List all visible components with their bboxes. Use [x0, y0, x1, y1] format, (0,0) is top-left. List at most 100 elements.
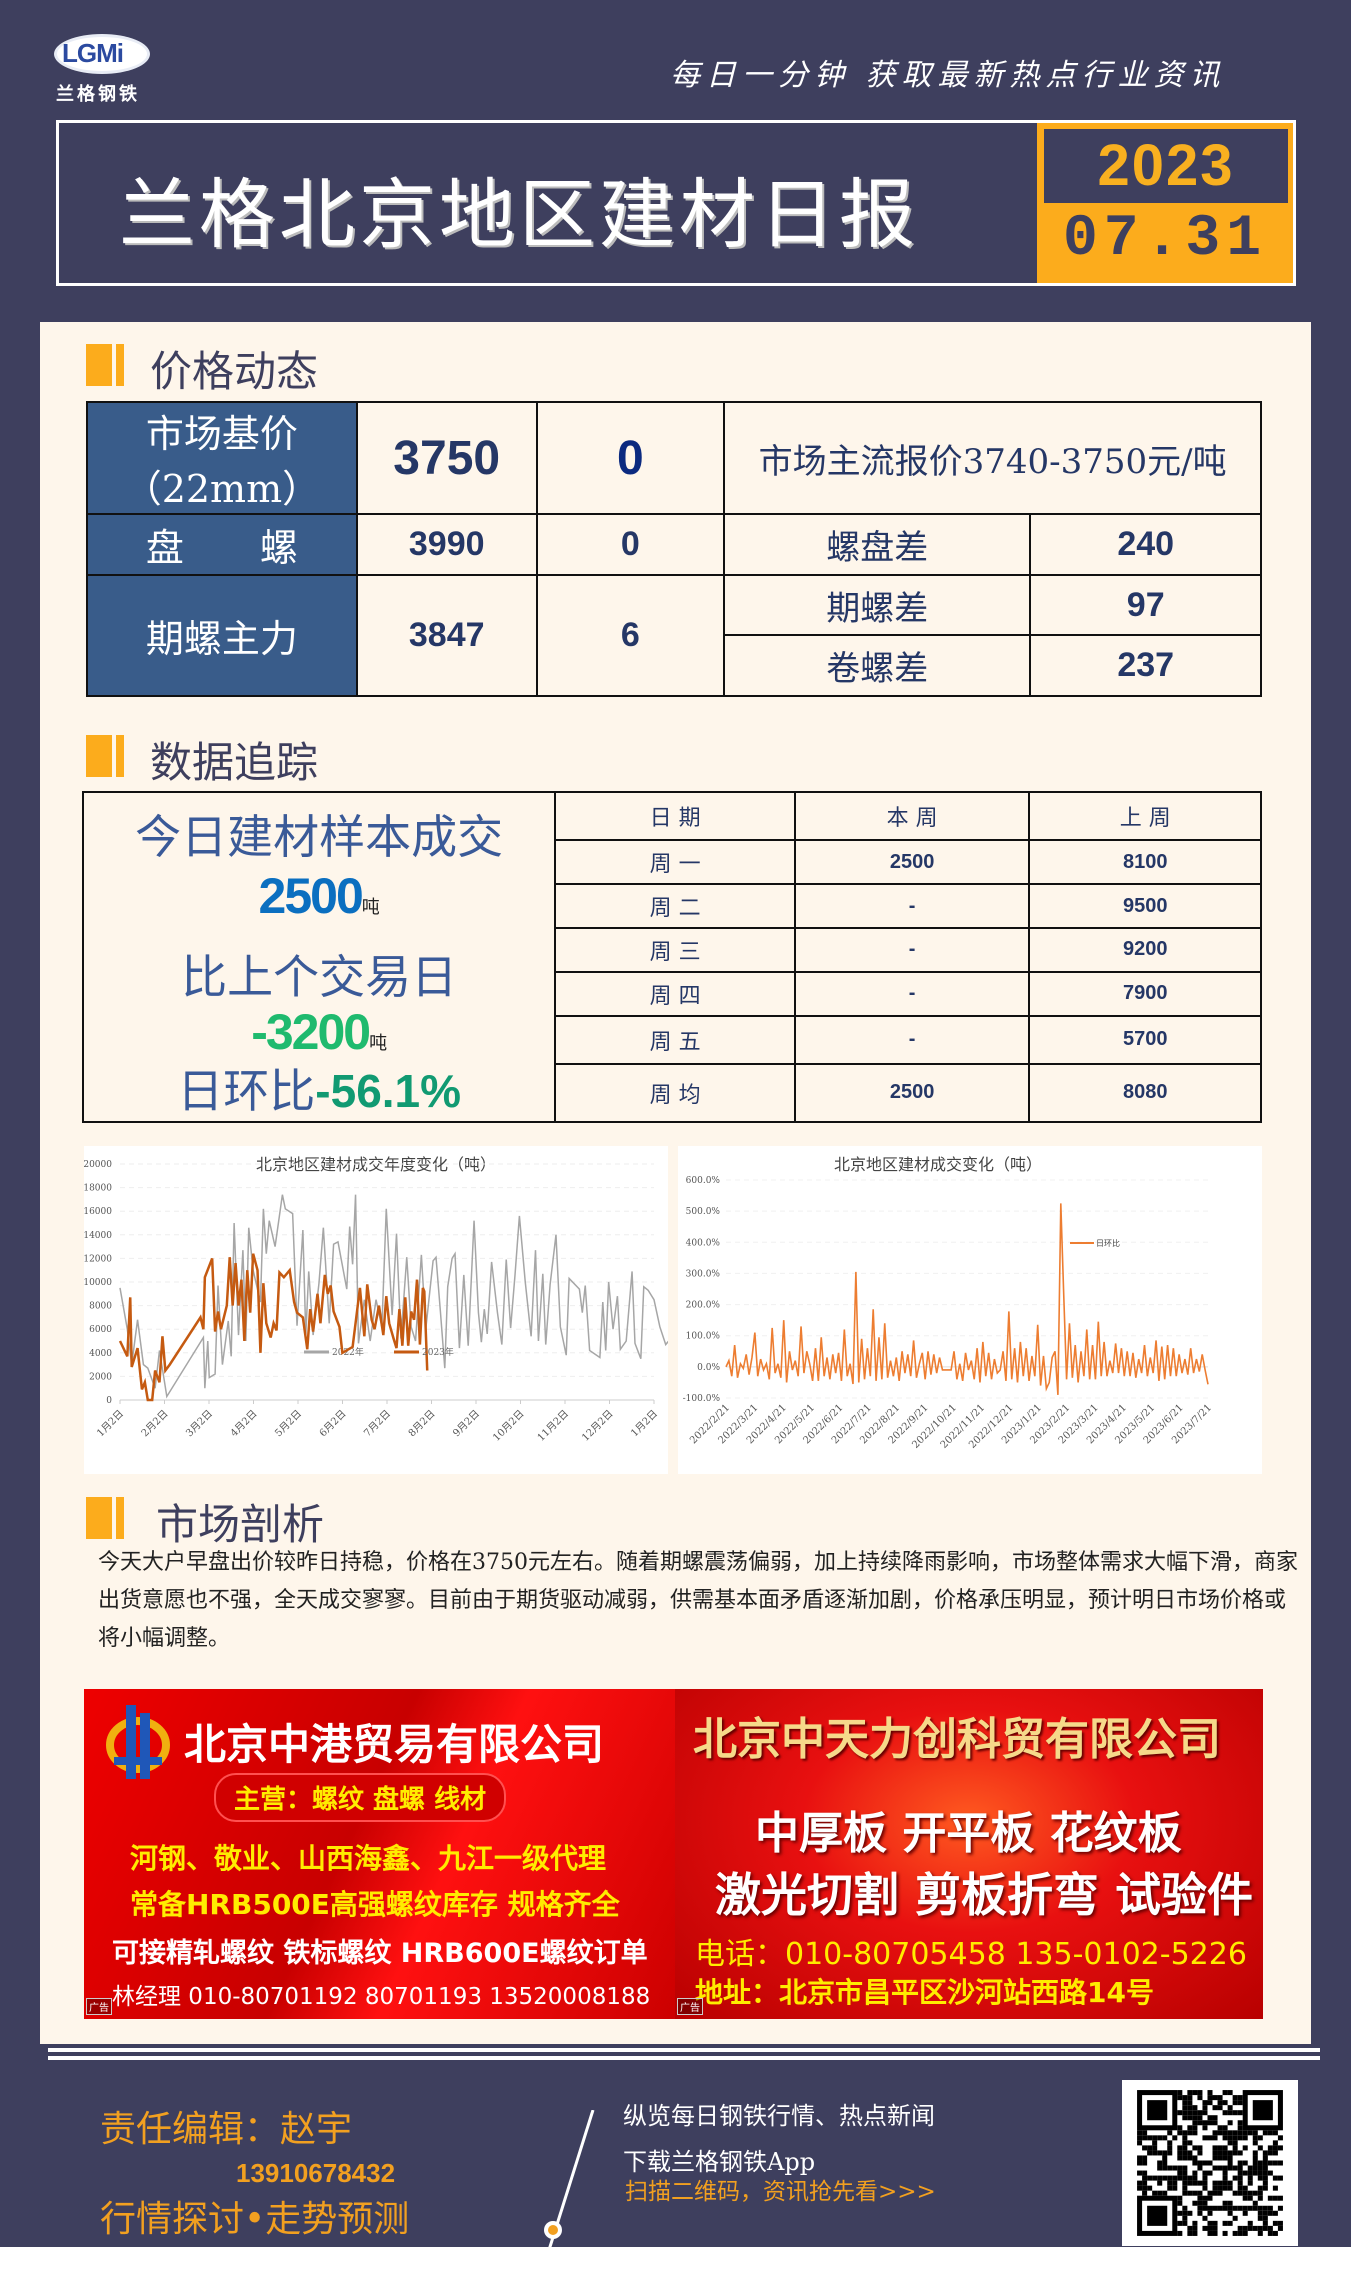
row-label: 期螺主力: [86, 574, 358, 697]
qr-module: [1187, 2130, 1193, 2136]
ad-business: 主营：螺纹 盘螺 线材: [214, 1773, 507, 1822]
qr-module: [1262, 2175, 1268, 2181]
ratio-value: -56.1%: [315, 1065, 462, 1117]
qr-module: [1252, 2135, 1258, 2141]
qr-module: [1152, 2150, 1158, 2156]
qr-module: [1237, 2180, 1243, 2186]
qr-module: [1262, 2205, 1268, 2211]
qr-module: [1147, 2185, 1153, 2191]
qr-module: [1197, 2120, 1203, 2126]
qr-module: [1187, 2225, 1193, 2231]
qr-module: [1262, 2160, 1268, 2166]
divider: [48, 2048, 1320, 2052]
qr-module: [1227, 2210, 1233, 2216]
y-tick-label: 500.0%: [686, 1207, 721, 1217]
qr-module: [1267, 2230, 1273, 2236]
ad-tag: 广告: [677, 1998, 703, 2015]
ad-zhongtianli[interactable]: 北京中天力创科贸有限公司 中厚板 开平板 花纹板 激光切割 剪板折弯 试验件 电…: [675, 1689, 1263, 2019]
qr-module: [1182, 2210, 1188, 2216]
qr-module: [1232, 2230, 1238, 2236]
qr-module: [1182, 2190, 1188, 2196]
base-label: 市场基价: [145, 412, 298, 456]
qr-module: [1237, 2175, 1243, 2181]
slogan: 行情探讨•走势预测: [100, 2199, 410, 2240]
qr-module: [1262, 2185, 1268, 2191]
qr-module: [1207, 2100, 1213, 2106]
qr-module: [1222, 2175, 1228, 2181]
qr-module: [1182, 2095, 1188, 2101]
qr-module: [1212, 2220, 1218, 2226]
qr-module: [1192, 2105, 1198, 2111]
qr-module: [1237, 2100, 1243, 2106]
divider-line-icon: [544, 2110, 595, 2250]
qr-module: [1237, 2110, 1243, 2116]
qr-module: [1192, 2220, 1198, 2226]
section-marker-icon: [86, 1497, 112, 1539]
qr-module: [1167, 2130, 1173, 2136]
qr-module: [1267, 2150, 1273, 2156]
qr-module: [1187, 2175, 1193, 2181]
qr-module: [1202, 2200, 1208, 2206]
qr-module: [1177, 2175, 1183, 2181]
qr-module: [1152, 2140, 1158, 2146]
qr-module: [1182, 2165, 1188, 2171]
ad-zhonggang[interactable]: 北京中港贸易有限公司 主营：螺纹 盘螺 线材 河钢、敬业、山西海鑫、九江一级代理…: [84, 1689, 675, 2019]
qr-module: [1197, 2195, 1203, 2201]
qr-module: [1277, 2145, 1283, 2151]
section-marker-icon: [86, 344, 112, 386]
qr-module: [1212, 2145, 1218, 2151]
x-tick-label: 1月2日: [94, 1408, 126, 1440]
qr-module: [1222, 2205, 1228, 2211]
table-row: 周 四 -7900: [83, 970, 1262, 1017]
qr-module: [1207, 2095, 1213, 2101]
qr-module: [1197, 2110, 1203, 2116]
base-note: 市场主流报价3740-3750元/吨: [723, 401, 1262, 515]
daily-change-chart: 北京地区建材成交变化（吨） -100.0% 0.0% 100.0% 200.0% 300…: [678, 1146, 1262, 1474]
qr-module: [1212, 2135, 1218, 2141]
qr-module: [1252, 2205, 1258, 2211]
qr-module: [1267, 2145, 1273, 2151]
tagline: 每日一分钟 获取最新热点行业资讯: [670, 58, 1226, 93]
qr-module: [1212, 2120, 1218, 2126]
qr-module: [1232, 2095, 1238, 2101]
qr-module: [1272, 2175, 1278, 2181]
last-week: 5700: [1028, 1014, 1262, 1065]
header-date: 日 期: [554, 790, 796, 842]
ad-address: 地址：北京市昌平区沙河站西路14号: [695, 1976, 1154, 2009]
news-text: 纵览每日钢铁行情、热点新闻: [623, 2102, 935, 2130]
qr-module: [1257, 2185, 1263, 2191]
qr-module: [1192, 2170, 1198, 2176]
report-date: 07.31: [1062, 207, 1268, 272]
editor: 责任编辑：赵宇: [100, 2109, 353, 2150]
series-line-2023年: [118, 1253, 429, 1402]
qr-module: [1167, 2165, 1173, 2171]
qr-module: [1187, 2150, 1193, 2156]
compare-label: 比上个交易日: [181, 950, 458, 1004]
y-tick-label: 10000: [84, 1278, 112, 1288]
qr-module: [1262, 2220, 1268, 2226]
qr-module: [1207, 2220, 1213, 2226]
header-last-week: 上 周: [1028, 790, 1262, 842]
analysis-text: 今天大户早盘出价较昨日持稳，价格在3750元左右。随着期螺震荡偏弱，加上持续降雨…: [98, 1550, 1298, 1651]
qr-module: [1232, 2110, 1238, 2116]
qr-module: [1262, 2215, 1268, 2221]
this-week: -: [793, 970, 1031, 1017]
scan-text: 扫描二维码，资讯抢先看>>>: [625, 2179, 936, 2205]
ad-line2: 激光切割 剪板折弯 试验件: [715, 1868, 1254, 1922]
qr-module: [1177, 2110, 1183, 2116]
y-tick-label: 18000: [84, 1184, 112, 1194]
qr-module: [1197, 2165, 1203, 2171]
qr-module: [1187, 2125, 1193, 2131]
qr-module: [1197, 2095, 1203, 2101]
qr-module: [1272, 2210, 1278, 2216]
qr-module: [1162, 2135, 1168, 2141]
qr-module: [1272, 2185, 1278, 2191]
qr-module: [1217, 2145, 1223, 2151]
this-week: -: [793, 883, 1031, 930]
qr-module: [1167, 2175, 1173, 2181]
qr-module: [1237, 2160, 1243, 2166]
qr-module: [1137, 2170, 1143, 2176]
qr-module: [1192, 2200, 1198, 2206]
qr-code[interactable]: [1122, 2080, 1298, 2246]
qr-module: [1267, 2170, 1273, 2176]
